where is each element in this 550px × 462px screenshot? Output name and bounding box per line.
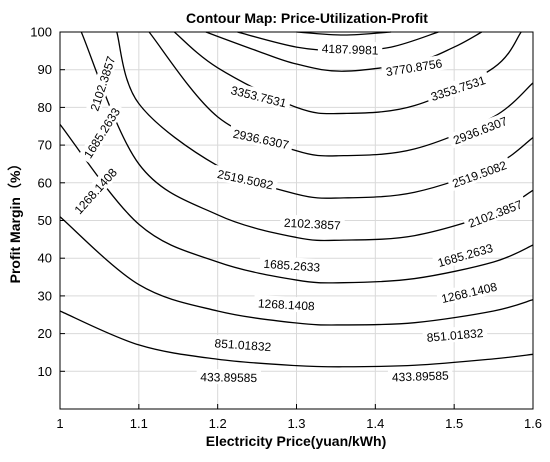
contour-label-mask xyxy=(425,70,491,105)
contour-label-text: 1685.2633 xyxy=(263,257,321,275)
x-tick-label: 1 xyxy=(56,416,63,431)
contour-label-mask xyxy=(77,101,125,164)
contour-label-text: 3353.7531 xyxy=(229,83,288,110)
contour-label: 3353.7531 xyxy=(425,70,491,105)
contour-label-mask xyxy=(432,238,499,271)
y-tick-label: 30 xyxy=(38,288,52,303)
contour-label: 1685.2633 xyxy=(259,255,325,275)
contour-labels: 4187.99813770.87563353.75313353.75312936… xyxy=(68,40,528,385)
y-tick-label: 20 xyxy=(38,326,52,341)
contour-line xyxy=(59,310,534,368)
x-tick-label: 1.3 xyxy=(287,416,305,431)
contour-label-text: 2936.6307 xyxy=(451,114,509,148)
contour-label-mask xyxy=(253,294,319,314)
y-tick-label: 40 xyxy=(38,251,52,266)
contour-label: 433.89585 xyxy=(196,368,261,385)
contour-label-text: 2102.3857 xyxy=(284,216,342,233)
contour-label-text: 2936.6307 xyxy=(232,127,291,153)
contour-label-mask xyxy=(259,255,325,275)
contour-line xyxy=(205,31,483,72)
contour-label-mask xyxy=(447,111,513,149)
contour-label: 1268.1408 xyxy=(435,277,503,307)
contour-label-text: 2519.5082 xyxy=(216,167,275,193)
contour-label: 2519.5082 xyxy=(446,155,513,192)
x-tick-label: 1.1 xyxy=(130,416,148,431)
contour-label-mask xyxy=(228,124,295,153)
x-tick-label: 1.4 xyxy=(366,416,384,431)
contour-label: 2102.3857 xyxy=(279,214,345,233)
contour-label-text: 1268.1408 xyxy=(258,296,316,313)
contour-label-text: 3770.8756 xyxy=(385,56,444,79)
y-tick-label: 10 xyxy=(38,364,52,379)
y-axis-ticks: 10 20 30 40 50 60 70 80 90 100 xyxy=(30,25,65,379)
y-tick-label: 90 xyxy=(38,62,52,77)
x-axis-ticks: 1 1.1 1.2 1.3 1.4 1.5 1.6 xyxy=(56,404,542,431)
contour-label-mask xyxy=(85,50,120,117)
contour-label-mask xyxy=(68,161,123,220)
contour-label-text: 1685.2633 xyxy=(81,105,123,161)
contour-label: 1268.1408 xyxy=(253,294,319,314)
contour-label: 433.89585 xyxy=(387,367,453,385)
y-tick-label: 80 xyxy=(38,100,52,115)
x-axis-label: Electricity Price(yuan/kWh) xyxy=(206,433,387,449)
contour-label-mask xyxy=(462,194,528,232)
contour-line xyxy=(296,31,392,36)
y-axis-label: Profit Margin（%） xyxy=(7,157,23,284)
contour-label-mask xyxy=(317,40,383,58)
contour-label: 1685.2633 xyxy=(77,101,125,164)
y-tick-label: 60 xyxy=(38,175,52,190)
x-tick-label: 1.6 xyxy=(524,416,542,431)
contour-label-mask xyxy=(210,334,276,355)
contour-line xyxy=(59,216,534,326)
x-tick-label: 1.5 xyxy=(445,416,463,431)
x-tick-label: 1.2 xyxy=(209,416,227,431)
contour-label: 4187.9981 xyxy=(317,40,383,58)
contour-lines xyxy=(59,31,534,368)
contour-label-text: 1268.1408 xyxy=(440,280,499,306)
contour-label-mask xyxy=(422,324,488,345)
contour-label-text: 851.01832 xyxy=(426,326,484,345)
contour-label: 2936.6307 xyxy=(228,124,295,153)
contour-label: 3353.7531 xyxy=(225,80,292,112)
contour-label-text: 433.89585 xyxy=(200,370,257,385)
y-tick-label: 70 xyxy=(38,138,52,153)
contour-label-mask xyxy=(446,155,513,192)
contour-line xyxy=(59,123,534,284)
contour-label-mask xyxy=(387,367,453,385)
contour-label: 851.01832 xyxy=(422,324,488,345)
contour-label: 851.01832 xyxy=(210,334,276,355)
y-tick-label: 100 xyxy=(30,25,52,40)
contour-label: 2519.5082 xyxy=(212,164,279,193)
contour-label-mask xyxy=(279,214,345,233)
contour-label-mask xyxy=(196,368,261,385)
contour-label-text: 1685.2633 xyxy=(436,241,495,270)
contour-label: 2936.6307 xyxy=(447,111,513,149)
contour-line xyxy=(173,31,522,115)
contour-label-mask xyxy=(225,80,292,112)
contour-label: 3770.8756 xyxy=(380,54,447,80)
contour-label-text: 2102.3857 xyxy=(466,197,524,231)
contour-label: 1268.1408 xyxy=(68,161,123,220)
contour-label-text: 433.89585 xyxy=(392,369,450,385)
contour-label: 2102.3857 xyxy=(462,194,528,232)
y-tick-label: 50 xyxy=(38,213,52,228)
contour-label-mask xyxy=(380,54,447,80)
contour-label-text: 851.01832 xyxy=(214,336,272,354)
contour-label-text: 4187.9981 xyxy=(321,42,379,58)
contour-label-mask xyxy=(435,277,503,307)
contour-label-text: 2519.5082 xyxy=(450,158,508,191)
contour-label: 1685.2633 xyxy=(432,238,499,271)
chart-title: Contour Map: Price-Utilization-Profit xyxy=(186,10,428,26)
contour-label-text: 3353.7531 xyxy=(429,73,488,104)
contour-label-mask xyxy=(212,164,279,193)
